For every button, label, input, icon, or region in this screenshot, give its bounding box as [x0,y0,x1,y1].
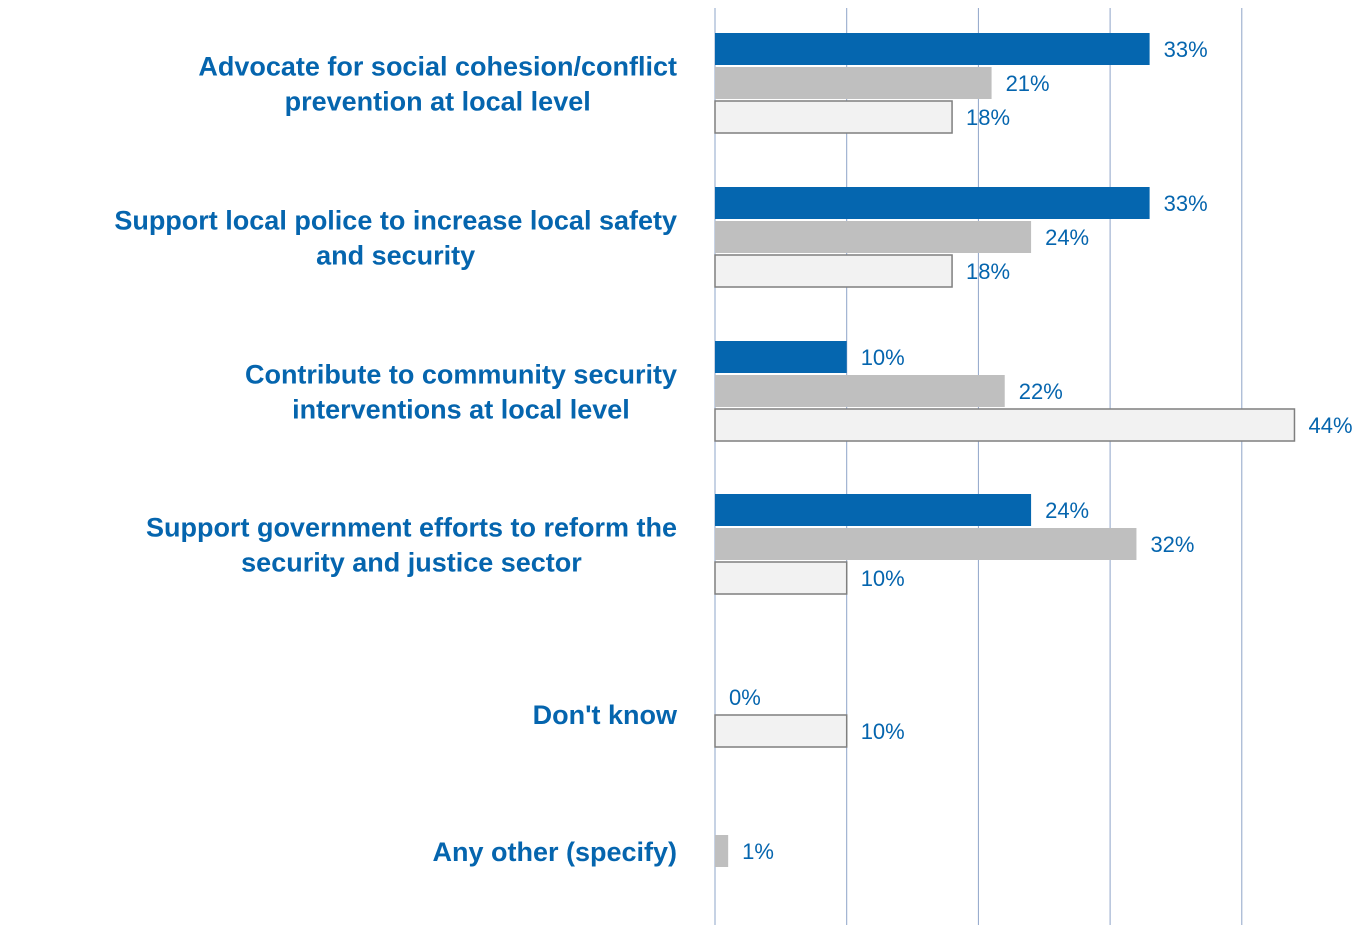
data-label: 10% [861,719,905,744]
data-label: 24% [1045,225,1089,250]
bars: 33% 21% 18% 33% 24% 18% 10% 22% 44% 24% 32% 10% 0% 10… [714,33,1353,867]
bar-series-2 [715,528,1137,560]
data-label: 33% [1164,191,1208,216]
bar-series-1 [715,341,847,373]
bar-series-2 [715,835,729,867]
bar-series-2 [715,221,1032,253]
data-label: 1% [742,839,774,864]
bar-series-3 [714,408,1296,442]
bar-series-3 [714,714,848,748]
bar-series-2 [715,375,1005,407]
data-label: 22% [1019,379,1063,404]
category-label: Support local police to increase local s… [114,206,677,271]
data-label: 18% [966,259,1010,284]
category-label: Contribute to community security interven… [245,360,677,425]
data-label: 33% [1164,37,1208,62]
category-labels: Advocate for social cohesion/conflict pre… [114,52,678,868]
bar-series-3 [714,561,848,595]
bar-series-2 [715,67,992,99]
data-label: 21% [1006,71,1050,96]
category-label: Don't know [533,700,678,730]
data-label: 0% [729,685,761,710]
data-label: 18% [966,105,1010,130]
data-label: 32% [1150,532,1194,557]
category-label: Any other (specify) [432,837,677,867]
data-label: 44% [1308,413,1352,438]
bar-series-1 [715,187,1150,219]
gridlines [714,8,1243,925]
category-label: Advocate for social cohesion/conflict pre… [198,52,677,117]
data-label: 10% [861,345,905,370]
bar-series-3 [714,254,953,288]
bar-series-3 [714,100,953,134]
bar-series-1 [715,494,1032,526]
data-label: 10% [861,566,905,591]
data-label: 24% [1045,498,1089,523]
category-label: Support government efforts to reform the… [146,513,677,578]
bar-series-1 [715,33,1150,65]
